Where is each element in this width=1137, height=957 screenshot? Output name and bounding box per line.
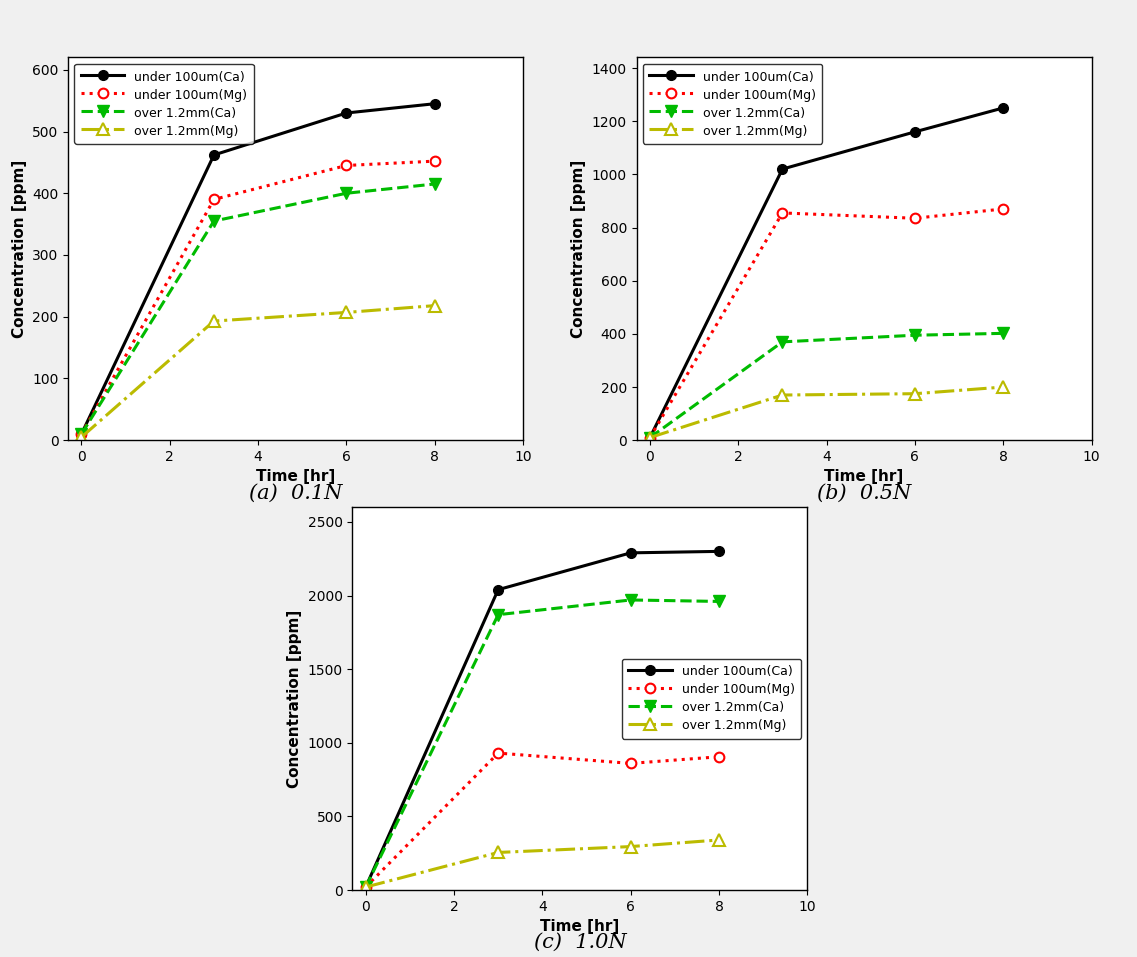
over 1.2mm(Mg) [340,306,354,318]
under 100um(Ca) [908,126,922,138]
Legend: under 100um(Ca), under 100um(Mg), over 1.2mm(Ca), over 1.2mm(Mg): under 100um(Ca), under 100um(Mg), over 1… [74,64,254,144]
Text: (b)  0.5N: (b) 0.5N [818,483,911,502]
Y-axis label: Concentration [ppm]: Concentration [ppm] [287,610,302,788]
over 1.2mm(Ca) [75,429,89,440]
under 100um(Ca) [491,584,505,595]
Legend: under 100um(Ca), under 100um(Mg), over 1.2mm(Ca), over 1.2mm(Mg): under 100um(Ca), under 100um(Mg), over 1… [622,658,802,739]
under 100um(Ca) [775,164,789,175]
under 100um(Ca) [624,547,638,559]
over 1.2mm(Ca) [428,178,441,189]
under 100um(Mg) [644,432,657,443]
over 1.2mm(Ca) [624,594,638,606]
X-axis label: Time [hr]: Time [hr] [824,470,904,484]
over 1.2mm(Mg) [624,841,638,853]
Line: under 100um(Mg): under 100um(Mg) [645,204,1009,442]
Line: over 1.2mm(Mg): over 1.2mm(Mg) [76,300,440,443]
Line: over 1.2mm(Mg): over 1.2mm(Mg) [645,382,1009,443]
under 100um(Ca) [359,881,373,893]
under 100um(Ca) [340,107,354,119]
Line: over 1.2mm(Ca): over 1.2mm(Ca) [645,328,1009,443]
Y-axis label: Concentration [ppm]: Concentration [ppm] [11,160,26,338]
over 1.2mm(Ca) [207,215,221,227]
under 100um(Ca) [75,429,89,440]
over 1.2mm(Ca) [712,595,725,607]
under 100um(Ca) [207,149,221,161]
under 100um(Mg) [775,207,789,218]
over 1.2mm(Ca) [340,188,354,199]
under 100um(Mg) [340,160,354,171]
under 100um(Mg) [491,747,505,759]
Text: (a)  0.1N: (a) 0.1N [249,483,342,502]
Line: over 1.2mm(Mg): over 1.2mm(Mg) [360,835,724,893]
over 1.2mm(Mg) [775,389,789,401]
under 100um(Ca) [428,98,441,109]
X-axis label: Time [hr]: Time [hr] [540,920,620,934]
under 100um(Mg) [624,758,638,769]
over 1.2mm(Ca) [908,329,922,341]
Line: under 100um(Ca): under 100um(Ca) [76,99,440,439]
Line: under 100um(Mg): under 100um(Mg) [76,156,440,439]
Line: over 1.2mm(Ca): over 1.2mm(Ca) [76,178,440,439]
over 1.2mm(Mg) [712,835,725,846]
over 1.2mm(Mg) [75,432,89,443]
over 1.2mm(Ca) [644,432,657,443]
over 1.2mm(Mg) [491,847,505,858]
Line: over 1.2mm(Ca): over 1.2mm(Ca) [360,594,724,893]
under 100um(Ca) [644,432,657,443]
Line: under 100um(Ca): under 100um(Ca) [645,103,1009,442]
under 100um(Mg) [428,155,441,167]
under 100um(Mg) [75,429,89,440]
over 1.2mm(Ca) [359,881,373,893]
over 1.2mm(Ca) [775,336,789,347]
Legend: under 100um(Ca), under 100um(Mg), over 1.2mm(Ca), over 1.2mm(Mg): under 100um(Ca), under 100um(Mg), over 1… [642,64,822,144]
over 1.2mm(Mg) [908,388,922,399]
over 1.2mm(Mg) [428,300,441,311]
over 1.2mm(Mg) [644,432,657,443]
under 100um(Mg) [908,212,922,224]
Line: under 100um(Ca): under 100um(Ca) [360,546,724,892]
Line: under 100um(Mg): under 100um(Mg) [360,748,724,892]
over 1.2mm(Ca) [996,327,1010,339]
Y-axis label: Concentration [ppm]: Concentration [ppm] [571,160,587,338]
X-axis label: Time [hr]: Time [hr] [256,470,335,484]
under 100um(Mg) [359,881,373,893]
under 100um(Mg) [712,751,725,763]
Text: (c)  1.0N: (c) 1.0N [533,933,626,952]
under 100um(Ca) [712,545,725,557]
under 100um(Mg) [996,203,1010,214]
over 1.2mm(Mg) [996,381,1010,392]
under 100um(Mg) [207,193,221,205]
over 1.2mm(Mg) [207,315,221,326]
over 1.2mm(Mg) [359,881,373,893]
over 1.2mm(Ca) [491,609,505,620]
under 100um(Ca) [996,102,1010,114]
